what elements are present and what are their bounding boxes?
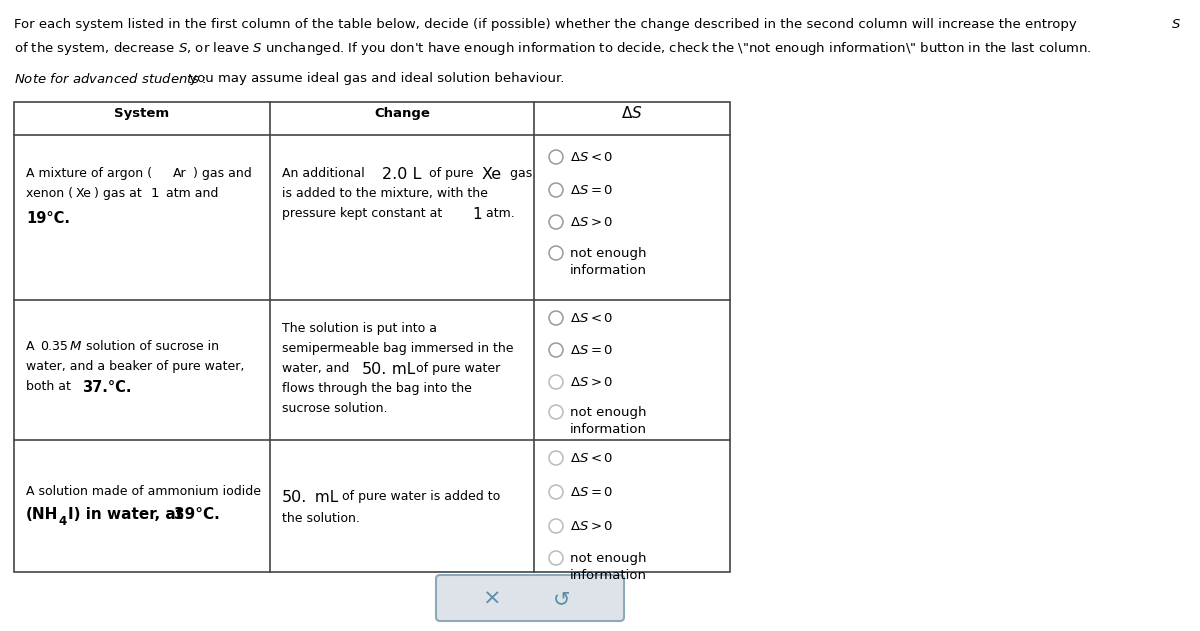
Text: Xe: Xe [482, 167, 502, 182]
Text: Ar: Ar [173, 167, 187, 180]
Text: information: information [570, 423, 647, 436]
Text: $\Delta S$: $\Delta S$ [622, 105, 643, 122]
Text: of pure water: of pure water [412, 362, 500, 375]
Text: is added to the mixture, with the: is added to the mixture, with the [282, 187, 488, 200]
Text: 19°C.: 19°C. [26, 211, 70, 226]
Text: information: information [570, 569, 647, 582]
Text: not enough: not enough [570, 247, 647, 260]
Text: $\it{Note\ for\ advanced\ students:}$: $\it{Note\ for\ advanced\ students:}$ [14, 72, 206, 86]
Text: $\Delta S < 0$: $\Delta S < 0$ [570, 312, 613, 325]
Text: not enough: not enough [570, 406, 647, 419]
Text: $\Delta S > 0$: $\Delta S > 0$ [570, 520, 613, 533]
Text: of pure water is added to: of pure water is added to [338, 490, 500, 503]
Text: A mixture of argon (: A mixture of argon ( [26, 167, 152, 180]
Text: $\Delta S = 0$: $\Delta S = 0$ [570, 486, 613, 499]
Text: A solution made of ammonium iodide: A solution made of ammonium iodide [26, 485, 262, 498]
Text: (NH: (NH [26, 507, 59, 522]
Text: you may assume ideal gas and ideal solution behaviour.: you may assume ideal gas and ideal solut… [185, 72, 564, 85]
Text: 37.°C.: 37.°C. [82, 380, 132, 395]
Text: $\Delta S > 0$: $\Delta S > 0$ [570, 216, 613, 229]
Text: The solution is put into a: The solution is put into a [282, 322, 437, 335]
Text: xenon (: xenon ( [26, 187, 73, 200]
Text: I) in water, at: I) in water, at [68, 507, 188, 522]
Text: $\Delta S < 0$: $\Delta S < 0$ [570, 452, 613, 465]
Text: 2.0 L: 2.0 L [382, 167, 421, 182]
Text: atm and: atm and [162, 187, 218, 200]
Text: 4: 4 [58, 515, 66, 528]
Text: not enough: not enough [570, 552, 647, 565]
Text: mL: mL [310, 490, 338, 505]
Text: solution of sucrose in: solution of sucrose in [82, 340, 220, 353]
Text: Xe: Xe [76, 187, 92, 200]
Text: semipermeable bag immersed in the: semipermeable bag immersed in the [282, 342, 514, 355]
Text: 0.35: 0.35 [40, 340, 68, 353]
Text: 50.: 50. [282, 490, 307, 505]
FancyBboxPatch shape [436, 575, 624, 621]
Text: 1: 1 [151, 187, 160, 200]
Text: System: System [114, 107, 169, 120]
Text: 50.: 50. [362, 362, 388, 377]
Text: sucrose solution.: sucrose solution. [282, 402, 388, 415]
Text: water, and a beaker of pure water,: water, and a beaker of pure water, [26, 360, 245, 373]
Text: gas: gas [506, 167, 533, 180]
Text: A: A [26, 340, 38, 353]
Text: $\Delta S > 0$: $\Delta S > 0$ [570, 376, 613, 389]
Text: An additional: An additional [282, 167, 368, 180]
Text: 1: 1 [472, 207, 481, 222]
Text: $\it{M}$: $\it{M}$ [70, 340, 82, 353]
Text: mL: mL [386, 362, 415, 377]
Text: of the system, decrease $S$, or leave $S$ unchanged. If you don't have enough in: of the system, decrease $S$, or leave $S… [14, 40, 1092, 57]
Text: ) gas at: ) gas at [94, 187, 145, 200]
Text: water, and: water, and [282, 362, 353, 375]
Text: atm.: atm. [482, 207, 515, 220]
Text: ×: × [482, 589, 502, 609]
Text: flows through the bag into the: flows through the bag into the [282, 382, 472, 395]
Text: 39°C.: 39°C. [174, 507, 220, 522]
Text: Change: Change [374, 107, 430, 120]
Text: $\Delta S = 0$: $\Delta S = 0$ [570, 184, 613, 197]
Text: both at: both at [26, 380, 74, 393]
Text: For each system listed in the first column of the table below, decide (if possib: For each system listed in the first colu… [14, 18, 1081, 31]
Text: the solution.: the solution. [282, 512, 360, 525]
Text: ) gas and: ) gas and [193, 167, 252, 180]
Text: $\Delta S < 0$: $\Delta S < 0$ [570, 151, 613, 164]
Polygon shape [14, 102, 730, 572]
Text: $\Delta S = 0$: $\Delta S = 0$ [570, 344, 613, 357]
Text: information: information [570, 264, 647, 277]
Text: $S$: $S$ [1171, 18, 1181, 31]
Text: pressure kept constant at: pressure kept constant at [282, 207, 446, 220]
Text: of pure: of pure [425, 167, 478, 180]
Text: ↺: ↺ [553, 589, 571, 609]
